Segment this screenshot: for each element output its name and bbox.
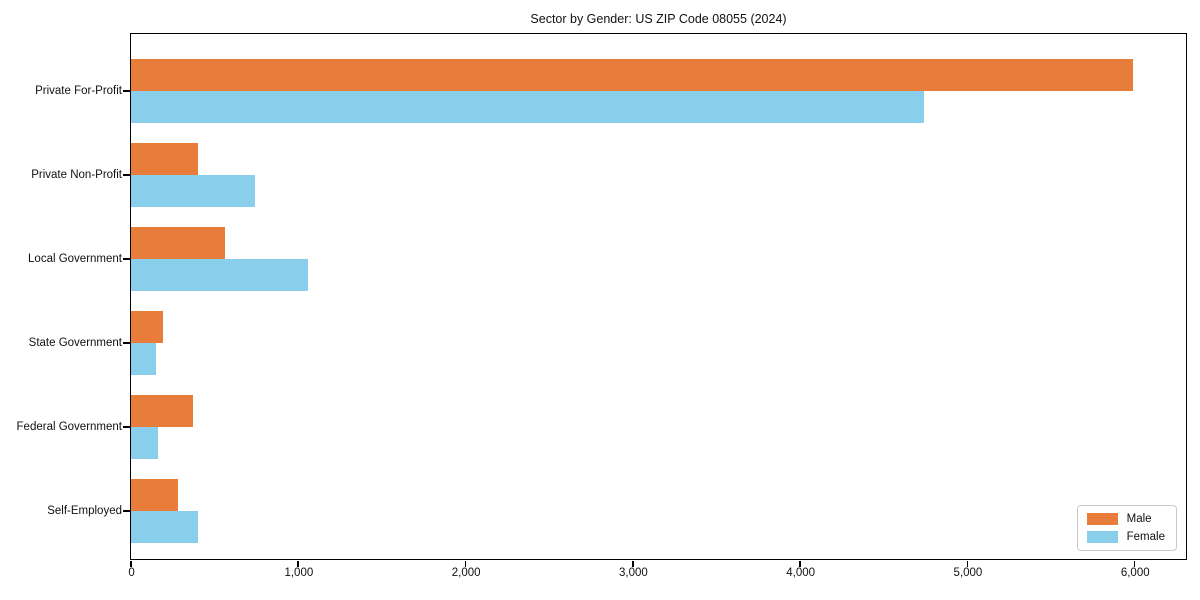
male-swatch [1086,513,1118,525]
y-tick-4 [123,426,130,428]
x-tick-1 [297,560,300,567]
bar-female-1 [131,175,255,207]
y-axis-label-1: Private Non-Profit [31,169,122,182]
x-axis-label-3: 3,000 [619,567,648,579]
x-axis-label-6: 6,000 [1120,567,1150,579]
y-axis-label-4: Federal Government [16,421,122,434]
legend-label-male: Male [1126,513,1152,525]
x-tick-2 [464,560,467,567]
y-axis-label-3: State Government [28,337,122,350]
legend-label-female: Female [1126,531,1165,543]
x-tick-6 [1133,560,1136,567]
y-axis-label-2: Local Government [28,253,122,266]
y-tick-3 [123,342,130,344]
x-axis-label-1: 1,000 [284,567,314,579]
bar-male-0 [131,59,1133,91]
x-axis-label-2: 2,000 [451,567,481,579]
y-axis-label-0: Private For-Profit [35,85,122,98]
x-axis-label-0: 0 [128,567,135,579]
bar-female-3 [131,343,157,375]
bar-female-2 [131,259,309,291]
bar-male-2 [131,227,225,259]
y-tick-5 [123,510,130,512]
x-tick-0 [130,560,132,567]
legend-entry-female: Female [1086,531,1165,543]
x-tick-4 [799,560,801,567]
x-axis-label-4: 4,000 [786,567,816,579]
legend-entry-male: Male [1086,513,1165,525]
bar-female-4 [131,427,158,459]
y-tick-1 [123,174,130,176]
y-tick-2 [123,258,130,260]
x-tick-5 [966,560,969,567]
x-tick-3 [632,560,634,567]
bar-male-1 [131,143,198,175]
female-swatch [1086,531,1118,543]
legend: Male Female [1076,505,1177,551]
bar-female-0 [131,91,924,123]
plot-area: Male Female [123,33,1187,567]
chart-title: Sector by Gender: US ZIP Code 08055 (202… [530,12,787,26]
bar-female-5 [131,511,198,543]
y-axis-label-5: Self-Employed [47,505,122,518]
bar-male-4 [131,395,193,427]
bar-male-5 [131,479,178,511]
x-axis-label-5: 5,000 [953,567,983,579]
y-tick-0 [123,90,130,92]
bar-male-3 [131,311,163,343]
